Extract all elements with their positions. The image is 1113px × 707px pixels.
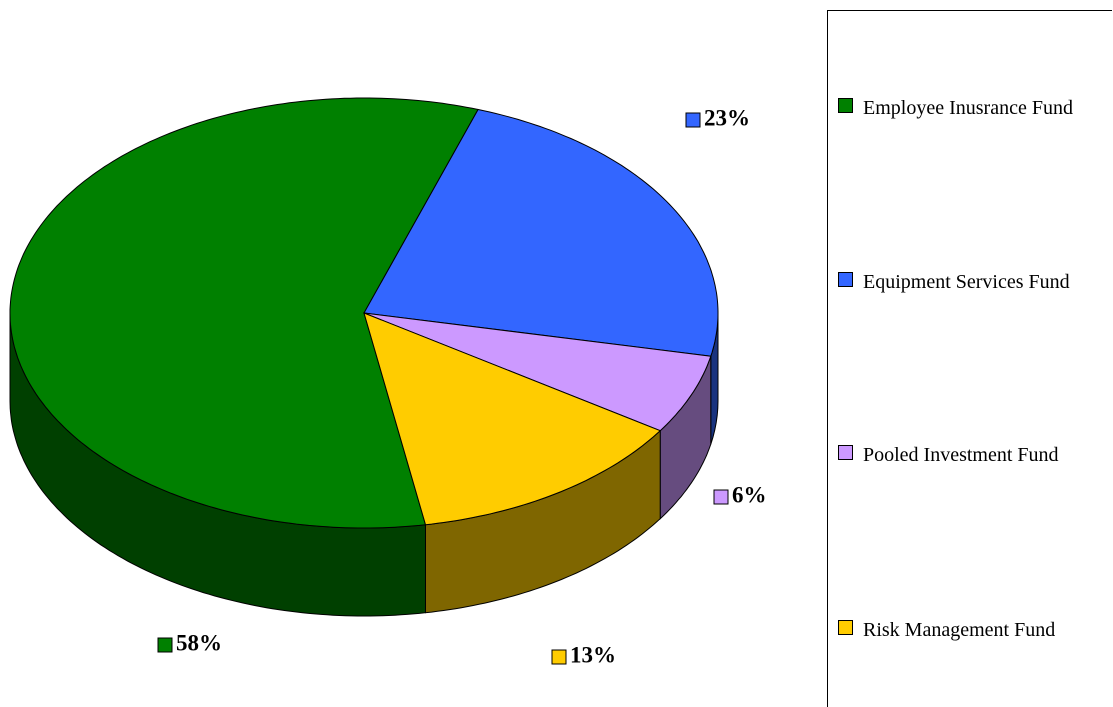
pie-slice (363, 312, 662, 526)
legend-swatch (838, 620, 853, 635)
label-swatch (157, 637, 173, 653)
legend-item: Pooled Investment Fund (838, 440, 1103, 470)
legend-label: Employee Inusrance Fund (863, 97, 1073, 119)
pie-slice (9, 97, 479, 529)
data-label: 58% (176, 630, 222, 655)
data-label: 23% (704, 105, 750, 130)
data-label: 6% (732, 482, 767, 507)
pie-slice (363, 108, 719, 357)
legend-item: Equipment Services Fund (838, 267, 1103, 297)
legend-item: Risk Management Fund (838, 615, 1103, 645)
legend-swatch (838, 445, 853, 460)
label-swatch (713, 489, 729, 505)
legend-swatch (838, 98, 853, 113)
legend-label: Risk Management Fund (863, 619, 1056, 641)
pie-slice (363, 312, 712, 432)
label-swatch (685, 112, 701, 128)
legend-swatch (838, 272, 853, 287)
legend: Employee Inusrance Fund Equipment Service… (827, 10, 1112, 707)
data-label: 13% (570, 642, 616, 667)
label-swatch (551, 649, 567, 665)
legend-label: Equipment Services Fund (863, 271, 1070, 293)
legend-label: Pooled Investment Fund (863, 444, 1059, 466)
legend-item: Employee Inusrance Fund (838, 93, 1103, 123)
chart: 58% 23% 6% 13% (9, 97, 767, 667)
